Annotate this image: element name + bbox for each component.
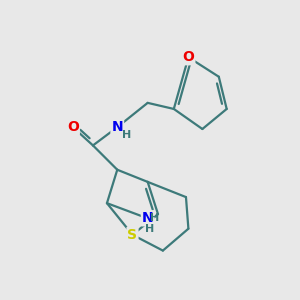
Text: N: N bbox=[142, 212, 154, 225]
Text: O: O bbox=[182, 50, 194, 64]
Text: S: S bbox=[128, 228, 137, 242]
Text: H: H bbox=[146, 224, 155, 234]
Text: N: N bbox=[112, 120, 123, 134]
Text: H: H bbox=[122, 130, 131, 140]
Text: O: O bbox=[67, 120, 79, 134]
Text: H: H bbox=[150, 213, 160, 224]
